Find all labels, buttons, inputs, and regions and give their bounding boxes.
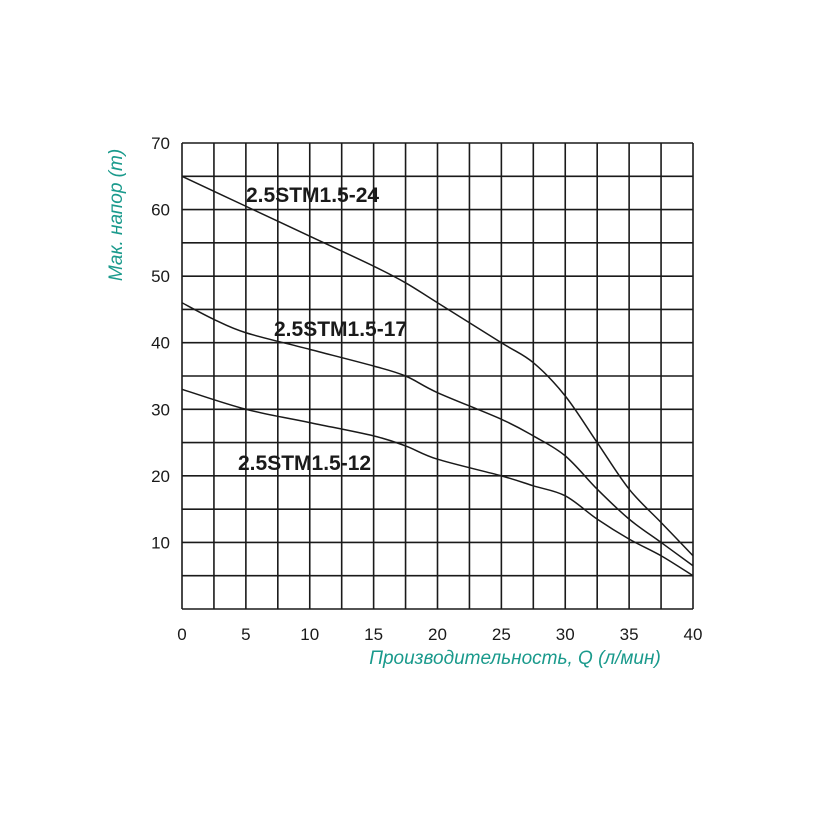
y-tick-70: 70 [151,134,170,153]
curve-series-2 [181,388,694,577]
y-axis-title: Мак. напор (m) [106,149,127,281]
curve-series-1 [181,302,694,567]
x-tick-25: 25 [492,625,511,644]
x-tick-35: 35 [620,625,639,644]
curve-series-0 [181,175,694,557]
y-tick-40: 40 [151,334,170,353]
x-axis-title: Производительность, Q (л/мин) [369,648,661,669]
series-labels: 2.5STM1.5-24 2.5STM1.5-17 2.5STM1.5-12 [238,184,407,475]
grid [181,142,694,610]
series-label-24: 2.5STM1.5-24 [246,184,379,207]
y-tick-50: 50 [151,267,170,286]
x-tick-40: 40 [684,625,703,644]
y-tick-60: 60 [151,201,170,220]
x-tick-20: 20 [428,625,447,644]
y-tick-10: 10 [151,533,170,552]
series-label-12: 2.5STM1.5-12 [238,452,371,475]
series-label-17: 2.5STM1.5-17 [274,318,407,341]
y-tick-30: 30 [151,400,170,419]
x-tick-15: 15 [364,625,383,644]
x-tick-10: 10 [300,625,319,644]
x-tick-5: 5 [241,625,250,644]
y-tick-labels: 10 20 30 40 50 60 70 [151,134,170,552]
y-tick-20: 20 [151,467,170,486]
performance-curves [181,175,694,577]
x-tick-30: 30 [556,625,575,644]
x-tick-0: 0 [177,625,186,644]
x-tick-labels: 0 5 10 15 20 25 30 35 40 [177,625,702,644]
